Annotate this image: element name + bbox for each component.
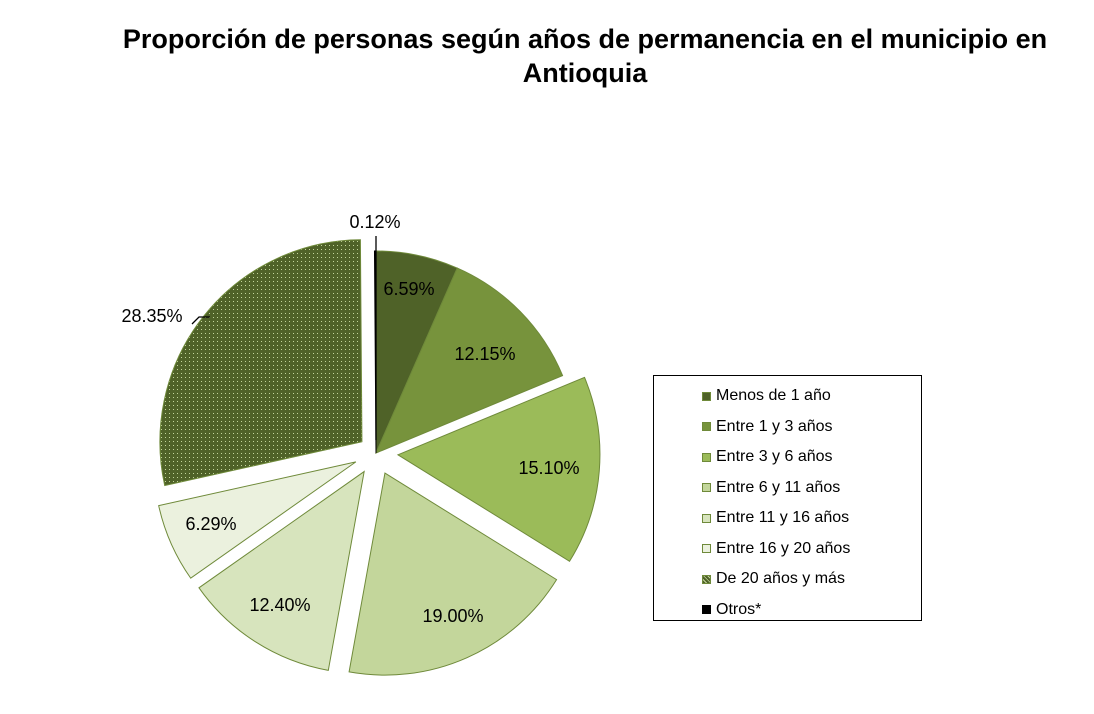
legend-label: Menos de 1 año bbox=[716, 387, 831, 405]
legend-item-7: Otros* bbox=[654, 595, 921, 626]
pie-slice-1 bbox=[375, 267, 564, 454]
legend-swatch bbox=[702, 452, 711, 462]
chart-title: Proporción de personas según años de per… bbox=[122, 24, 1048, 88]
pie-slice-2 bbox=[396, 376, 601, 562]
legend-item-1: Entre 1 y 3 años bbox=[654, 412, 921, 443]
pie-slice-4 bbox=[198, 470, 365, 671]
legend-item-0: Menos de 1 año bbox=[654, 381, 921, 412]
legend-swatch bbox=[702, 422, 711, 432]
legend-label: Entre 16 y 20 años bbox=[716, 539, 851, 557]
legend-swatch bbox=[702, 391, 711, 401]
leader-line-1 bbox=[191, 316, 210, 325]
legend-label: Entre 1 y 3 años bbox=[716, 417, 833, 435]
data-label-1: 12.15% bbox=[454, 344, 515, 364]
data-label-4: 12.40% bbox=[249, 595, 310, 615]
legend-item-6: De 20 años y más bbox=[654, 564, 921, 595]
pie-slice-6 bbox=[159, 239, 363, 487]
legend: Menos de 1 año Entre 1 y 3 años Entre 3 y … bbox=[653, 375, 922, 621]
legend-item-2: Entre 3 y 6 años bbox=[654, 442, 921, 473]
pie-slice-5 bbox=[158, 461, 357, 579]
legend-swatch bbox=[702, 483, 711, 493]
legend-label: Entre 11 y 16 años bbox=[716, 509, 850, 527]
legend-swatch bbox=[702, 513, 711, 523]
data-label-0: 6.59% bbox=[383, 279, 434, 299]
data-label-7: 0.12% bbox=[349, 212, 400, 232]
legend-swatch bbox=[702, 605, 711, 615]
legend-label: Entre 6 y 11 años bbox=[716, 478, 841, 496]
data-label-3: 19.00% bbox=[422, 606, 483, 626]
legend-label: Otros* bbox=[716, 600, 762, 618]
pie-slice-3 bbox=[348, 472, 558, 676]
legend-item-3: Entre 6 y 11 años bbox=[654, 473, 921, 504]
data-label-2: 15.10% bbox=[518, 458, 579, 478]
legend-label: De 20 años y más bbox=[716, 570, 845, 588]
legend-item-5: Entre 16 y 20 años bbox=[654, 534, 921, 565]
legend-item-4: Entre 11 y 16 años bbox=[654, 503, 921, 534]
legend-swatch bbox=[702, 574, 711, 584]
data-label-5: 6.29% bbox=[185, 514, 236, 534]
legend-label: Entre 3 y 6 años bbox=[716, 448, 833, 466]
data-label-6: 28.35% bbox=[121, 306, 182, 326]
legend-swatch bbox=[702, 544, 711, 554]
